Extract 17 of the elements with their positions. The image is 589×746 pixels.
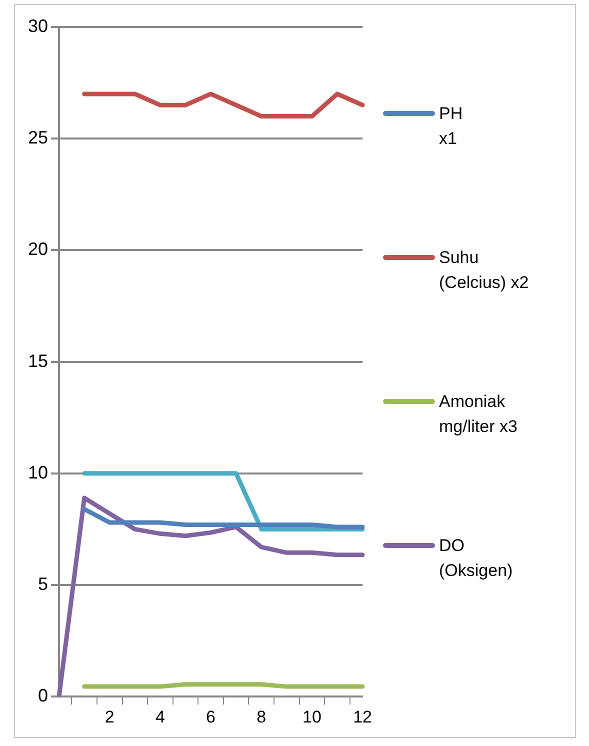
y-tick-label: 10 bbox=[28, 462, 48, 482]
x-tick-label: 12 bbox=[353, 707, 372, 726]
legend-label: Amoniak mg/liter x3 bbox=[439, 391, 518, 438]
x-tick-label: 10 bbox=[302, 707, 322, 726]
x-tick-label: 6 bbox=[206, 707, 216, 726]
y-tick-label: 5 bbox=[38, 574, 48, 594]
x-tick-label: 2 bbox=[104, 707, 114, 726]
legend-label: PH x1 bbox=[439, 103, 463, 150]
legend-label: DO (Oksigen) bbox=[439, 535, 513, 582]
x-tick-label: 4 bbox=[155, 707, 165, 726]
y-tick-label: 0 bbox=[38, 686, 48, 706]
y-tick-label: 30 bbox=[28, 16, 48, 36]
legend-label: Suhu (Celcius) x2 bbox=[439, 247, 529, 294]
y-tick-label: 25 bbox=[28, 128, 48, 148]
y-tick-label: 15 bbox=[28, 350, 48, 371]
x-tick-label: 8 bbox=[256, 707, 266, 726]
y-tick-label: 20 bbox=[28, 239, 48, 260]
